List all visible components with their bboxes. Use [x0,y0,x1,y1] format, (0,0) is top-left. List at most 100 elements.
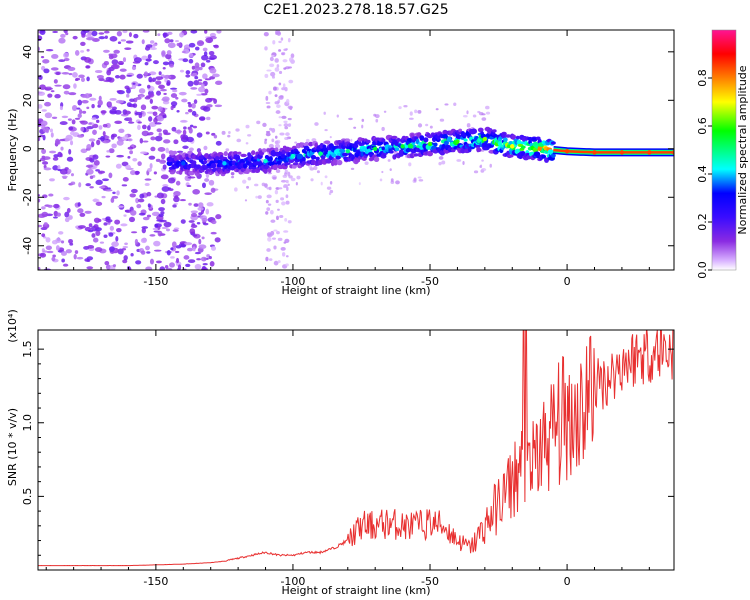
noise-blob [130,209,137,216]
noise-blob [134,238,139,245]
noise-blob [84,34,92,38]
noise-blob [198,86,206,93]
noise-blob [81,100,89,104]
noise-blob [180,219,186,224]
noise-blob [329,135,332,139]
noise-blob [272,40,276,45]
noise-blob [361,124,364,129]
noise-blob [135,260,142,265]
noise-blob [191,212,198,218]
noise-blob [381,126,385,132]
band-blob [166,156,173,163]
noise-blob [211,246,217,251]
noise-blob [202,47,208,52]
noise-blob [182,145,189,150]
noise-blob [38,198,41,203]
noise-blob [105,216,111,221]
noise-blob [61,175,68,178]
ridge-point [222,161,227,166]
noise-blob [289,57,294,63]
noise-blob [200,62,206,68]
noise-blob [320,181,323,186]
noise-blob [159,159,166,164]
noise-blob [123,214,127,217]
noise-blob [67,168,72,174]
noise-blob [167,31,173,36]
noise-blob [323,111,326,115]
band-blob [443,140,449,146]
noise-blob [171,89,178,93]
noise-blob [76,256,84,260]
noise-blob [155,260,162,264]
noise-blob [267,203,272,206]
noise-blob [287,183,290,187]
plot1-frame [37,29,675,271]
noise-blob [204,88,209,94]
noise-blob [179,32,184,38]
noise-blob [64,217,70,223]
noise-blob [66,156,74,162]
colorbar [712,30,736,270]
noise-blob [52,165,59,171]
noise-blob [172,229,179,232]
band-blob [272,164,278,171]
noise-blob [285,98,290,104]
band-blob [477,147,482,153]
noise-blob [86,106,90,110]
noise-blob [324,175,328,179]
noise-blob [480,164,483,169]
noise-blob [59,105,63,111]
noise-blob [274,58,279,63]
noise-blob [278,49,282,52]
band-blob [192,160,197,165]
noise-blob [43,68,50,74]
noise-blob [117,248,124,255]
noise-blob [364,161,369,166]
noise-blob [125,40,134,44]
noise-blob [196,258,201,261]
band-blob [373,156,380,163]
noise-blob [187,80,194,87]
noise-blob [127,146,134,150]
noise-blob [266,105,271,109]
noise-blob [88,223,93,228]
noise-blob [59,168,68,175]
noise-blob [166,250,171,256]
noise-blob [38,104,43,109]
noise-blob [96,74,104,79]
noise-blob [148,116,153,122]
band-blob [477,127,484,133]
band-blob [304,141,309,147]
noise-blob [152,227,159,231]
noise-blob [53,154,59,158]
noise-blob [150,146,156,152]
band-blob [310,155,317,160]
noise-blob [247,176,252,181]
noise-blob [107,101,112,107]
noise-blob [194,65,200,72]
noise-blob [266,194,272,199]
noise-blob [101,217,106,221]
noise-blob [86,76,90,82]
noise-blob [40,120,48,127]
band-blob [516,139,522,145]
noise-blob [350,138,353,142]
noise-blob [379,178,383,182]
noise-blob [205,208,210,215]
band-blob [354,159,361,163]
noise-blob [60,240,65,244]
noise-blob [389,168,392,171]
band-blob [230,171,235,176]
noise-blob [50,67,59,71]
noise-blob [429,125,433,129]
x-tick-label: -150 [143,275,168,288]
noise-blob [278,82,282,86]
noise-blob [148,131,154,136]
noise-blob [80,41,86,46]
noise-blob [274,94,278,98]
noise-blob [112,64,120,70]
noise-blob [205,37,214,44]
noise-blob [169,262,175,268]
noise-blob [194,251,201,255]
noise-blob [146,251,151,254]
